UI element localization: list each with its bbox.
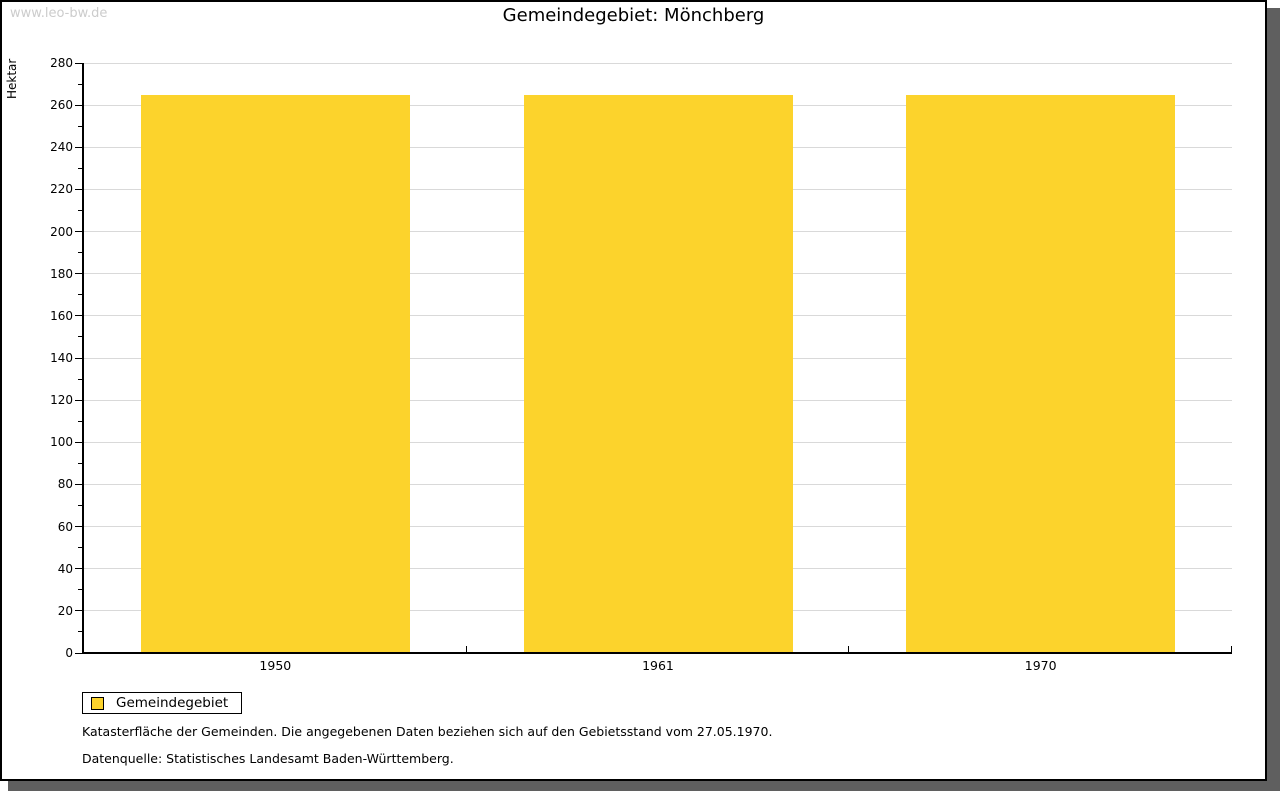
legend-swatch bbox=[91, 696, 104, 710]
y-minor-tick bbox=[78, 462, 84, 464]
y-major-tick bbox=[75, 441, 84, 443]
y-tick-label: 280 bbox=[50, 56, 73, 70]
bar bbox=[140, 94, 410, 653]
y-tick-label: 200 bbox=[50, 224, 73, 239]
y-major-tick bbox=[75, 526, 84, 528]
chart-page: www.leo-bw.de Gemeindegebiet: Mönchberg … bbox=[0, 0, 1267, 781]
y-minor-tick bbox=[78, 378, 84, 380]
y-minor-tick bbox=[78, 547, 84, 549]
y-tick-label: 180 bbox=[50, 266, 73, 281]
y-tick-label: 140 bbox=[50, 351, 73, 365]
y-minor-tick bbox=[78, 631, 84, 633]
gridline bbox=[84, 62, 1232, 64]
x-category-label: 1961 bbox=[642, 658, 674, 673]
x-category-label: 1970 bbox=[1024, 658, 1057, 673]
x-tick bbox=[848, 646, 850, 653]
y-minor-tick bbox=[78, 294, 84, 296]
y-tick-label: 20 bbox=[57, 603, 73, 618]
footnote-source-note: Katasterfläche der Gemeinden. Die angege… bbox=[82, 724, 773, 739]
y-major-tick bbox=[75, 273, 84, 275]
y-minor-tick bbox=[78, 83, 84, 85]
y-tick-label: 100 bbox=[50, 435, 73, 450]
legend-label: Gemeindegebiet bbox=[116, 695, 229, 711]
y-minor-tick bbox=[78, 420, 84, 422]
y-major-tick bbox=[75, 399, 84, 401]
y-tick-label: 120 bbox=[50, 393, 73, 408]
y-tick-label: 80 bbox=[57, 477, 73, 492]
x-tick bbox=[1231, 646, 1232, 653]
y-tick-label: 260 bbox=[50, 98, 73, 113]
y-tick-label: 60 bbox=[57, 519, 73, 534]
y-major-tick bbox=[75, 315, 84, 317]
y-major-tick bbox=[75, 568, 84, 570]
y-major-tick bbox=[75, 652, 84, 654]
footnote-data-source: Datenquelle: Statistisches Landesamt Bad… bbox=[82, 751, 454, 766]
x-axis-line bbox=[82, 652, 1232, 654]
y-tick-label: 0 bbox=[65, 646, 73, 660]
legend: Gemeindegebiet bbox=[82, 692, 243, 714]
y-major-tick bbox=[75, 357, 84, 359]
bar bbox=[523, 94, 793, 653]
watermark: www.leo-bw.de bbox=[10, 6, 108, 21]
x-category-label: 1950 bbox=[259, 658, 292, 673]
y-minor-tick bbox=[78, 210, 84, 211]
y-major-tick bbox=[75, 188, 84, 190]
y-minor-tick bbox=[78, 505, 84, 506]
bar bbox=[906, 94, 1176, 653]
y-major-tick bbox=[75, 62, 84, 64]
y-major-tick bbox=[75, 483, 84, 485]
y-major-tick bbox=[75, 146, 84, 148]
y-tick-label: 220 bbox=[50, 182, 73, 197]
y-tick-label: 160 bbox=[50, 308, 73, 323]
chart-title: Gemeindegebiet: Mönchberg bbox=[502, 5, 765, 26]
y-minor-tick bbox=[78, 125, 84, 127]
y-tick-label: 40 bbox=[57, 561, 73, 576]
y-minor-tick bbox=[78, 252, 84, 254]
x-tick bbox=[465, 646, 467, 653]
y-minor-tick bbox=[78, 336, 84, 338]
y-tick-label: 240 bbox=[50, 140, 73, 155]
y-major-tick bbox=[75, 231, 84, 233]
y-minor-tick bbox=[78, 589, 84, 591]
y-minor-tick bbox=[78, 167, 84, 169]
y-major-tick bbox=[75, 610, 84, 612]
y-major-tick bbox=[75, 104, 84, 106]
